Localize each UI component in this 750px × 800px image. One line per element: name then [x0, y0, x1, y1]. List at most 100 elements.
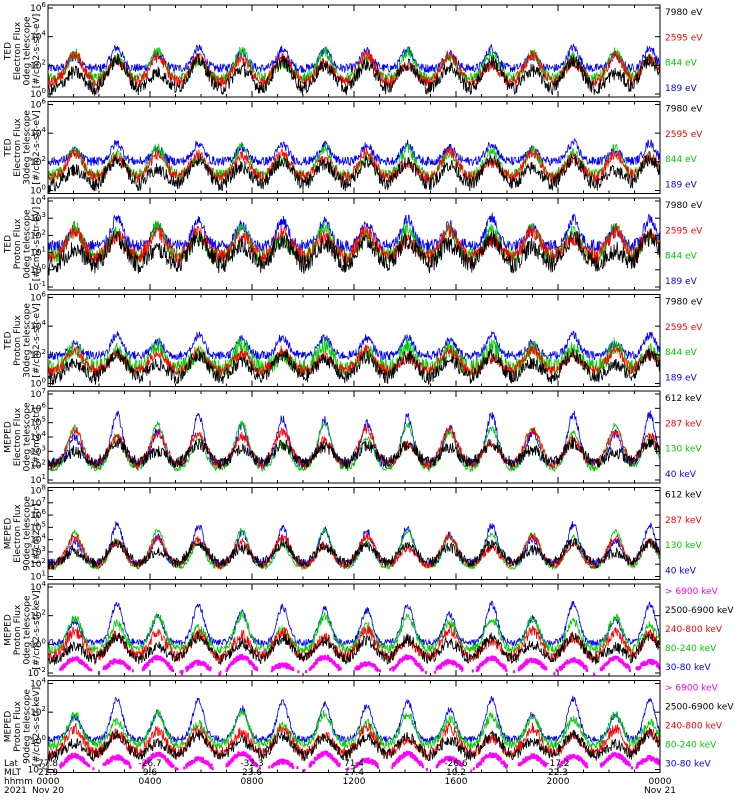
footer-row-label: Lat	[4, 759, 19, 769]
panel-ylabel-line: MEPED	[4, 518, 14, 550]
y-tick-label: 100	[30, 263, 46, 276]
legend-entry: 844 eV	[665, 252, 698, 262]
y-tick-label: 103	[30, 444, 46, 457]
series-black-trace	[48, 229, 660, 276]
footer-mlt-value: 10.2	[446, 768, 466, 778]
y-tick-label: 104	[30, 533, 46, 546]
legend-entry: 844 eV	[665, 155, 698, 165]
legend-entry: 2595 eV	[665, 226, 703, 236]
panel-ylabel-line: 0deg telescope	[23, 209, 33, 279]
y-tick-label: 100	[30, 637, 46, 650]
panel-ylabel-line: TED	[4, 235, 14, 254]
panel-ylabel-line: Proton Flux	[13, 701, 23, 752]
legend-entry: 2500-6900 keV	[665, 703, 734, 713]
footer-hhmm-value: 1600	[445, 777, 468, 787]
series-red-trace	[48, 624, 660, 663]
y-tick-label: 103	[30, 211, 46, 224]
footer-mlt-value: 21.9	[38, 768, 58, 778]
footer-mlt-value: 23.6	[242, 768, 262, 778]
y-tick-label: 102	[30, 705, 46, 718]
panel-ylabel-line: 90deg telescope	[23, 496, 33, 571]
series-blue-trace	[48, 212, 660, 252]
panel-ylabel-line: Proton Flux	[13, 315, 23, 366]
legend-entry: 30-80 keV	[665, 663, 711, 673]
y-tick-label: 104	[30, 580, 46, 593]
panel-ylabel-line: TED	[4, 138, 14, 157]
legend-entry: 287 keV	[665, 516, 702, 526]
footer-hhmm-value: 0400	[139, 777, 162, 787]
y-tick-label: 107	[30, 496, 46, 509]
legend-entry: 80-240 keV	[665, 741, 717, 751]
panel-3	[47, 197, 661, 291]
legend-entry: 189 eV	[665, 277, 698, 287]
panel-8	[47, 680, 661, 773]
footer-date-value: Nov 20	[32, 786, 64, 796]
y-tick-label: 106	[30, 1, 46, 14]
footer-mlt-value: 9.6	[143, 768, 158, 778]
series-magenta-trace	[53, 750, 660, 773]
y-tick-label: 100	[30, 377, 46, 390]
series-black-trace	[48, 728, 660, 762]
series-magenta-trace	[59, 654, 660, 676]
y-tick-label: 108	[30, 484, 46, 497]
panel-6	[47, 487, 661, 580]
series-red-trace	[48, 224, 660, 265]
panel-ylabel-line: [#/cm2-s-str-keV]	[32, 590, 42, 669]
y-tick-label: 10-2	[28, 763, 46, 776]
y-tick-label: 100	[30, 734, 46, 747]
y-tick-label: 105	[30, 416, 46, 429]
footer-lat-value: -17.2	[546, 759, 569, 769]
panel-ylabel-line: 30deg telescope	[23, 110, 33, 185]
footer-mlt-value: 17.4	[344, 768, 364, 778]
series-black-trace	[48, 537, 660, 570]
series-black-trace	[48, 347, 660, 386]
y-tick-label: 104	[30, 126, 46, 139]
legend-entry: 287 keV	[665, 419, 702, 429]
panel-ylabel-line: Proton Flux	[13, 604, 23, 655]
y-tick-label: 106	[30, 401, 46, 414]
y-tick-label: 102	[30, 58, 46, 71]
y-tick-label: 102	[30, 155, 46, 168]
legend-entry: 240-800 keV	[665, 722, 723, 732]
footer-date-value: Nov 21	[644, 786, 676, 796]
series-blue-trace	[48, 138, 660, 166]
footer-lat-value: 71.4	[344, 759, 364, 769]
series-green-trace	[48, 610, 660, 655]
y-tick-label: 104	[30, 30, 46, 43]
y-tick-label: 104	[30, 194, 46, 207]
legend-entry: 130 keV	[665, 541, 702, 551]
legend-entry: 2595 eV	[665, 323, 703, 333]
y-tick-label: 104	[30, 319, 46, 332]
series-red-trace	[48, 344, 660, 377]
legend-entry: > 6900 keV	[665, 587, 719, 597]
footer-hhmm-value: 0000	[37, 777, 60, 787]
legend-entry: 30-80 keV	[665, 760, 711, 770]
legend-entry: 189 eV	[665, 181, 698, 191]
legend-entry: 2500-6900 keV	[665, 606, 734, 616]
y-tick-label: 104	[30, 430, 46, 443]
series-black-trace	[48, 153, 660, 193]
y-tick-label: 106	[30, 291, 46, 304]
y-tick-label: 103	[30, 545, 46, 558]
y-tick-label: 106	[30, 508, 46, 521]
y-tick-label: 101	[30, 473, 46, 486]
panel-ylabel-line: [#/cm2-s-str-keV]	[32, 687, 42, 766]
panel-5	[47, 390, 661, 484]
legend-entry: 189 eV	[665, 374, 698, 384]
legend-entry: 844 eV	[665, 348, 698, 358]
panel-ylabel-line: 0deg telescope	[23, 16, 33, 86]
panel-ylabel-line: [#/cm2-s-str-eV]	[32, 14, 42, 89]
y-tick-label: 102	[30, 228, 46, 241]
legend-entry: 80-240 keV	[665, 644, 717, 654]
panel-ylabel-line: Proton Flux	[13, 218, 23, 269]
panel-ylabel-line: [#/cm2-s-str-eV]	[32, 110, 42, 185]
series-black-trace	[48, 631, 660, 665]
footer-row-label: MLT	[4, 768, 22, 778]
legend-entry: 189 eV	[665, 84, 698, 94]
panel-ylabel-line: MEPED	[4, 614, 14, 646]
legend-entry: 7980 eV	[665, 105, 703, 115]
y-tick-label: 101	[30, 570, 46, 583]
y-tick-label: 102	[30, 348, 46, 361]
series-black-trace	[48, 437, 660, 470]
